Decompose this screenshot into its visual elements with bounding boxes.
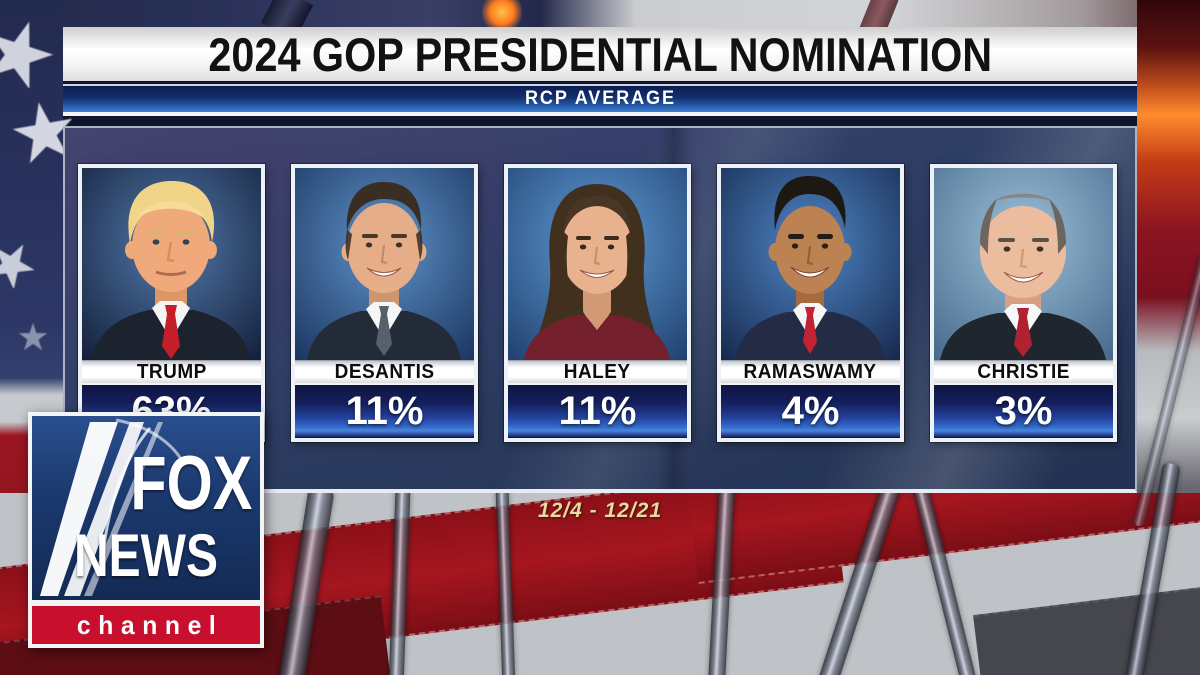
candidate-name-strip: RAMASWAMY bbox=[721, 360, 900, 385]
poll-date-range: 12/4 - 12/21 bbox=[537, 499, 663, 522]
candidate-percentage-strip: 4% bbox=[721, 385, 900, 437]
fox-channel-bar: channel bbox=[28, 602, 264, 648]
candidate-card: CHRISTIE 3% bbox=[930, 164, 1117, 442]
candidate-photo-ramaswamy bbox=[721, 168, 900, 360]
flag-stripe-band bbox=[973, 563, 1200, 675]
candidate-name-strip: DESANTIS bbox=[295, 360, 474, 385]
candidate-photo-desantis bbox=[295, 168, 474, 360]
fox-logo-box: FOX NEWS bbox=[28, 412, 264, 604]
candidate-name: RAMASWAMY bbox=[743, 360, 878, 383]
fox-news-logo: FOX NEWS channel bbox=[28, 412, 264, 648]
spotlight-beams-icon bbox=[40, 418, 186, 596]
flag-star-icon bbox=[18, 322, 48, 351]
candidate-percentage: 11% bbox=[558, 388, 637, 433]
candidate-photo-haley bbox=[508, 168, 687, 360]
studio-background-top bbox=[0, 0, 1200, 27]
subtitle-label: RCP AVERAGE bbox=[524, 88, 676, 109]
candidate-name: CHRISTIE bbox=[977, 360, 1070, 383]
candidate-card: DESANTIS 11% bbox=[291, 164, 478, 442]
candidate-percentage-strip: 11% bbox=[295, 385, 474, 437]
flag-star-icon bbox=[12, 102, 73, 164]
candidate-percentage-strip: 3% bbox=[934, 385, 1113, 437]
candidate-name-strip: CHRISTIE bbox=[934, 360, 1113, 385]
channel-label: channel bbox=[76, 609, 224, 640]
candidate-card: RAMASWAMY 4% bbox=[717, 164, 904, 442]
headline-bar: 2024 GOP PRESIDENTIAL NOMINATION bbox=[63, 27, 1137, 81]
candidate-name: TRUMP bbox=[136, 360, 207, 383]
flag-star-icon bbox=[0, 21, 54, 88]
candidate-percentage: 3% bbox=[994, 388, 1053, 433]
page-title: 2024 GOP PRESIDENTIAL NOMINATION bbox=[208, 27, 992, 81]
candidate-percentage: 4% bbox=[781, 388, 840, 433]
candidate-name: HALEY bbox=[564, 360, 631, 383]
candidate-percentage-strip: 11% bbox=[508, 385, 687, 437]
candidate-name: DESANTIS bbox=[334, 360, 435, 383]
candidate-name-strip: TRUMP bbox=[82, 360, 261, 385]
candidate-photo-trump bbox=[82, 168, 261, 360]
candidate-name-strip: HALEY bbox=[508, 360, 687, 385]
subtitle-bar: RCP AVERAGE bbox=[63, 84, 1137, 116]
candidate-photo-christie bbox=[934, 168, 1113, 360]
candidate-percentage: 11% bbox=[345, 388, 424, 433]
flag-star-icon bbox=[0, 244, 35, 288]
candidate-card: HALEY 11% bbox=[504, 164, 691, 442]
news-wordmark: NEWS bbox=[74, 522, 218, 589]
candidate-card: TRUMP 63% bbox=[78, 164, 265, 442]
fox-wordmark: FOX bbox=[130, 441, 252, 526]
studio-light-glow bbox=[482, 0, 522, 32]
